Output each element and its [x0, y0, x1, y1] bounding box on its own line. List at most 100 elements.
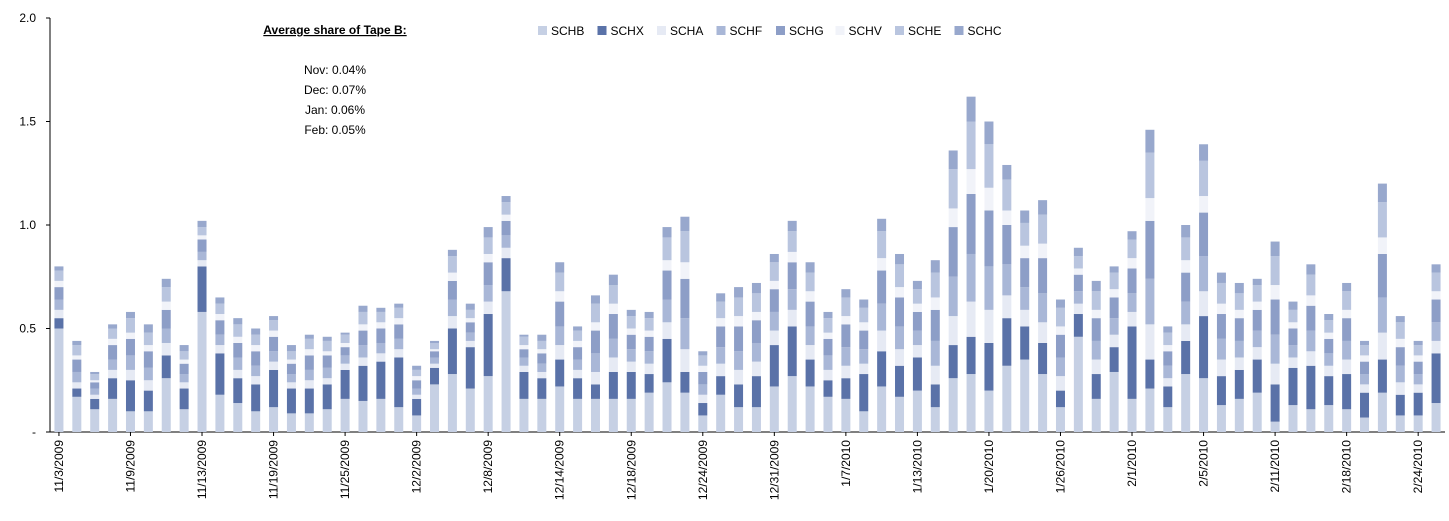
bar-segment — [1342, 409, 1352, 432]
bar-segment — [805, 386, 815, 432]
bar-segment — [895, 349, 905, 366]
bar-segment — [1002, 365, 1012, 432]
bar-segment — [54, 318, 64, 329]
bar-segment — [1377, 392, 1387, 432]
bar-segment — [54, 280, 64, 288]
x-tick-label: 2/5/2010 — [1197, 440, 1211, 487]
bar-segment — [1377, 253, 1387, 298]
bar-segment — [1431, 353, 1441, 404]
bar-segment — [1395, 347, 1405, 366]
bar-segment — [251, 328, 261, 335]
bar-segment — [251, 411, 261, 432]
bar-segment — [1270, 299, 1280, 335]
bar-segment — [626, 349, 636, 362]
bar-segment — [823, 338, 833, 356]
bar-segment — [72, 388, 82, 397]
bar-segment — [1181, 237, 1191, 261]
bar-segment — [1306, 351, 1316, 366]
y-tick-label: 1.5 — [19, 115, 36, 129]
bar-segment — [1109, 347, 1119, 372]
bar-segment — [322, 351, 332, 356]
bar-segment — [1306, 274, 1316, 296]
legend-swatch — [716, 26, 726, 35]
bar-segment — [501, 202, 511, 215]
bar-segment — [1234, 293, 1244, 310]
y-tick-label: 0.5 — [19, 322, 36, 336]
bar-segment — [1431, 299, 1441, 323]
bar-segment — [859, 299, 869, 308]
legend-label: SCHB — [551, 24, 584, 38]
legend-swatch — [954, 26, 964, 35]
bar-segment — [1181, 324, 1191, 341]
bar-segment — [948, 227, 958, 277]
bar-segment — [376, 307, 386, 312]
bar-segment — [304, 380, 314, 389]
bar-segment — [90, 398, 100, 410]
bar-segment — [1324, 376, 1334, 406]
bar-segment — [304, 413, 314, 432]
bar-segment — [1181, 374, 1191, 432]
bar-segment — [841, 289, 851, 298]
bar-segment — [394, 407, 404, 432]
bar-segment — [1216, 338, 1226, 360]
bar-segment — [394, 349, 404, 358]
x-tick-label: 11/19/2009 — [267, 440, 281, 499]
bar-segment — [734, 407, 744, 432]
bar-segment — [90, 409, 100, 432]
bar-segment — [984, 266, 994, 310]
bar-segment — [1216, 272, 1226, 283]
bar-segment — [823, 355, 833, 370]
bar-segment — [841, 347, 851, 366]
bar-segment — [465, 303, 475, 310]
bar-segment — [1145, 152, 1155, 199]
bar-segment — [698, 351, 708, 356]
bar-segment — [877, 270, 887, 304]
bar-segment — [1020, 245, 1030, 259]
bar-segment — [1020, 258, 1030, 288]
bar-segment — [895, 396, 905, 432]
bar-segment — [590, 330, 600, 354]
bar-segment — [54, 309, 64, 319]
bar-segment — [358, 357, 368, 366]
bar-segment — [197, 266, 207, 312]
bar-segment — [608, 314, 618, 339]
legend-label: SCHV — [849, 24, 882, 38]
bar-segment — [555, 359, 565, 387]
bar-segment — [72, 345, 82, 356]
bar-segment — [179, 359, 189, 364]
bar-segment — [769, 386, 779, 432]
bar-segment — [430, 351, 440, 358]
bar-segment — [555, 291, 565, 302]
bar-segment — [823, 332, 833, 339]
bar-segment — [430, 349, 440, 352]
bar-segment — [984, 144, 994, 188]
bar-segment — [698, 355, 708, 366]
bar-segment — [608, 274, 618, 286]
bar-segment — [1073, 274, 1083, 292]
bar-segment — [269, 330, 279, 337]
bar-segment — [966, 121, 976, 170]
bar-segment — [805, 262, 815, 273]
bar-segment — [1038, 293, 1048, 323]
bar-segment — [787, 251, 797, 263]
bar-segment — [465, 309, 475, 319]
bar-segment — [90, 394, 100, 399]
bar-segment — [716, 301, 726, 319]
bar-segment — [1073, 336, 1083, 432]
bar-segment — [573, 378, 583, 399]
bar-segment — [108, 369, 118, 379]
bar-segment — [805, 359, 815, 387]
bar-segment — [465, 340, 475, 348]
bar-segment — [555, 345, 565, 360]
bar-segment — [1020, 210, 1030, 223]
bar-segment — [1431, 291, 1441, 300]
bar-segment — [1324, 365, 1334, 377]
bar-segment — [430, 363, 440, 368]
bar-segment — [430, 342, 440, 350]
bar-segment — [948, 150, 958, 170]
bar-segment — [1109, 297, 1119, 319]
bar-segment — [590, 303, 600, 323]
bar-segment — [1377, 237, 1387, 254]
bar-segment — [215, 297, 225, 304]
